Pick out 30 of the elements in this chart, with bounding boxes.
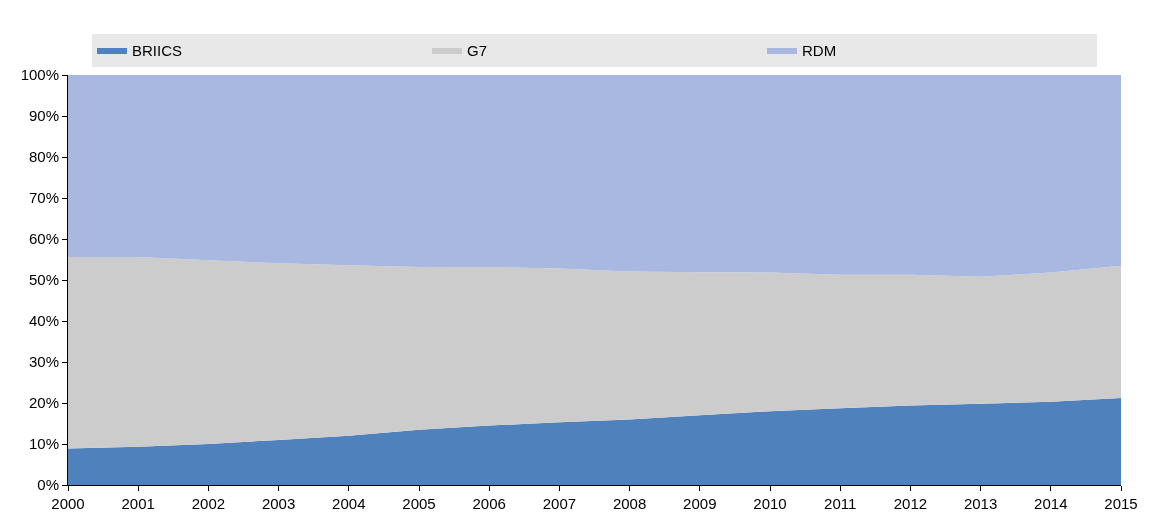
x-tick-label: 2004 (332, 495, 366, 512)
legend-label: BRIICS (132, 41, 183, 59)
y-tick-label: 90% (28, 107, 59, 125)
x-tick-label: 2003 (261, 495, 296, 512)
y-tick-label: 40% (28, 312, 59, 330)
x-tick-label: 2000 (51, 495, 85, 512)
x-tick-label: 2012 (893, 495, 928, 512)
x-tick-label: 2015 (1104, 495, 1138, 512)
x-tick-label: 2010 (753, 495, 787, 512)
x-tick-label: 2001 (121, 495, 155, 512)
y-tick-label: 0% (37, 476, 59, 494)
y-tick-label: 100% (20, 66, 59, 84)
y-tick-label: 30% (28, 353, 59, 371)
x-tick-label: 2013 (963, 495, 998, 512)
legend-label: RDM (802, 41, 837, 59)
x-tick-label: 2014 (1034, 495, 1068, 512)
legend-label: G7 (467, 41, 488, 59)
x-tick-label: 2005 (402, 495, 436, 512)
x-tick-label: 2011 (824, 495, 857, 512)
y-tick-label: 60% (28, 230, 59, 248)
x-tick-label: 2007 (542, 495, 577, 512)
y-tick-label: 20% (28, 394, 59, 412)
y-tick-label: 10% (28, 435, 59, 453)
y-tick-label: 50% (28, 271, 59, 289)
x-tick-label: 2006 (472, 495, 506, 512)
x-tick-label: 2009 (683, 495, 717, 512)
x-tick-label: 2002 (191, 495, 226, 512)
x-tick-label: 2008 (612, 495, 647, 512)
y-tick-label: 70% (28, 189, 59, 207)
y-tick-label: 80% (28, 148, 59, 166)
